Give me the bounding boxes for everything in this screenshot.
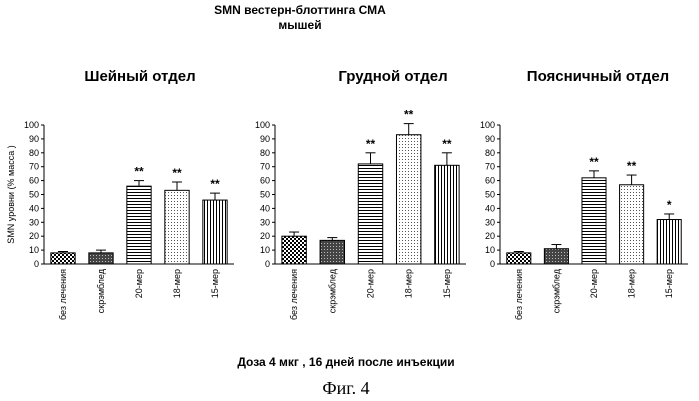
y-tick-label: 10 <box>485 245 495 255</box>
significance-label: * <box>667 198 672 212</box>
significance-label: ** <box>627 159 637 173</box>
bar <box>657 220 681 264</box>
y-tick-label: 90 <box>485 134 495 144</box>
y-tick-label: 50 <box>29 190 39 200</box>
y-tick-label: 90 <box>29 134 39 144</box>
x-axis-caption: Доза 4 мкг , 16 дней после инъекции <box>237 355 454 369</box>
y-tick-label: 70 <box>260 162 270 172</box>
significance-label: ** <box>589 155 599 169</box>
significance-label: ** <box>172 166 182 180</box>
y-tick-label: 30 <box>29 217 39 227</box>
panel-title: Грудной отдел <box>338 68 447 85</box>
category-label: 20-мер <box>134 269 144 298</box>
category-label: скрэмблед <box>327 268 337 313</box>
y-tick-label: 100 <box>255 120 270 130</box>
y-tick-label: 70 <box>485 162 495 172</box>
category-label: без лечения <box>514 269 524 320</box>
chart-panel: Поясничный отдел 0 10 20 30 40 50 60 70 80 90 100 бе… <box>480 68 688 320</box>
y-tick-label: 10 <box>29 245 39 255</box>
chart-panel: Грудной отдел 0 10 20 30 40 50 60 70 80 90 100 без л… <box>255 68 466 320</box>
chart-panels: Шейный отдел0102030405060708090100SMN ур… <box>6 68 688 320</box>
bar <box>282 236 306 264</box>
category-label: 15-мер <box>442 269 452 298</box>
significance-label: ** <box>442 137 452 151</box>
y-tick-label: 80 <box>260 148 270 158</box>
category-label: без лечения <box>289 269 299 320</box>
y-tick-label: 60 <box>29 176 39 186</box>
bar <box>358 164 382 264</box>
y-tick-label: 90 <box>260 134 270 144</box>
y-tick-label: 100 <box>24 120 39 130</box>
figure-title-line2: мышей <box>278 18 321 32</box>
y-tick-label: 40 <box>29 203 39 213</box>
panel-title: Шейный отдел <box>84 68 195 85</box>
chart-panel: Шейный отдел 0 10 20 30 40 50 60 70 80 90 100 SMN ур… <box>6 68 234 320</box>
y-tick-label: 70 <box>29 162 39 172</box>
y-tick-label: 30 <box>485 217 495 227</box>
bar <box>544 249 568 264</box>
significance-label: ** <box>210 177 220 191</box>
category-label: без лечения <box>58 269 68 320</box>
y-tick-label: 40 <box>485 203 495 213</box>
category-label: 18-мер <box>172 269 182 298</box>
category-label: 15-мер <box>210 269 220 298</box>
category-label: 18-мер <box>627 269 637 298</box>
significance-label: ** <box>366 137 376 151</box>
bar <box>320 240 344 264</box>
y-tick-label: 50 <box>260 190 270 200</box>
y-tick-label: 100 <box>480 120 495 130</box>
y-tick-label: 0 <box>490 259 495 269</box>
category-label: 15-мер <box>664 269 674 298</box>
category-label: 18-мер <box>404 269 414 298</box>
bar <box>51 253 75 264</box>
y-tick-label: 60 <box>485 176 495 186</box>
category-label: скрэмблед <box>551 268 561 313</box>
panel-title: Поясничный отдел <box>527 68 669 85</box>
significance-label: ** <box>404 108 414 122</box>
figure-label: Фиг. 4 <box>322 378 369 398</box>
y-tick-label: 80 <box>29 148 39 158</box>
significance-label: ** <box>134 165 144 179</box>
y-tick-label: 20 <box>260 231 270 241</box>
y-tick-label: 10 <box>260 245 270 255</box>
bar <box>203 200 227 264</box>
y-tick-label: 0 <box>265 259 270 269</box>
bar <box>507 253 531 264</box>
category-label: скрэмблед <box>96 268 106 313</box>
y-tick-label: 40 <box>260 203 270 213</box>
bar <box>620 185 644 264</box>
y-tick-label: 50 <box>485 190 495 200</box>
y-tick-label: 60 <box>260 176 270 186</box>
y-tick-label: 80 <box>485 148 495 158</box>
bar <box>165 190 189 264</box>
bar <box>435 165 459 264</box>
bar <box>582 178 606 264</box>
bar <box>396 135 420 264</box>
y-tick-label: 20 <box>29 231 39 241</box>
y-axis-label: SMN уровни (% масса ) <box>6 145 16 243</box>
bar <box>127 186 151 264</box>
y-tick-label: 30 <box>260 217 270 227</box>
y-tick-label: 20 <box>485 231 495 241</box>
category-label: 20-мер <box>589 269 599 298</box>
y-tick-label: 0 <box>34 259 39 269</box>
bar <box>89 253 113 264</box>
category-label: 20-мер <box>366 269 376 298</box>
figure-title-line1: SMN вестерн-блоттинга СМА <box>214 3 386 17</box>
